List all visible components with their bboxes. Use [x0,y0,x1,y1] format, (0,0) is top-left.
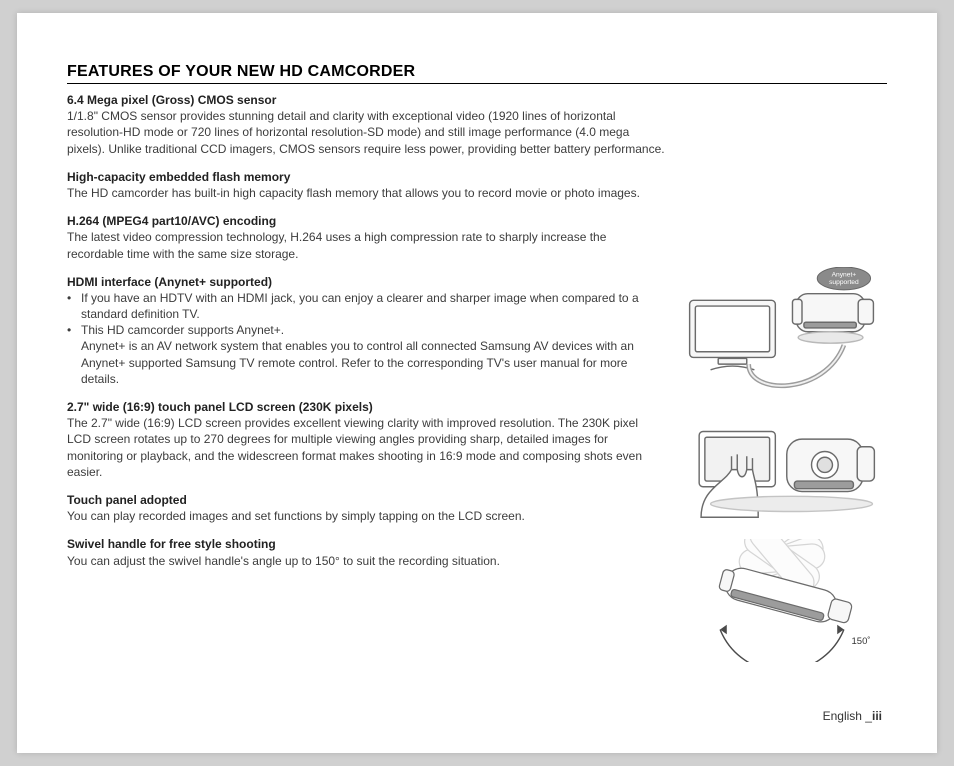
footer-lang: English [823,709,866,723]
section-head-lcd: 2.7" wide (16:9) touch panel LCD screen … [67,399,665,415]
section-head-flash: High-capacity embedded flash memory [67,169,665,185]
section-head-h264: H.264 (MPEG4 part10/AVC) encoding [67,213,665,229]
hdmi-bullet-2a: This HD camcorder supports Anynet+. [81,323,284,337]
section-body-h264: The latest video compression technology,… [67,229,665,261]
badge-line2: supported [829,279,859,286]
section-body-touch: You can play recorded images and set fun… [67,508,665,524]
section-body-flash: The HD camcorder has built-in high capac… [67,185,665,201]
text-column: 6.4 Mega pixel (Gross) CMOS sensor 1/1.8… [67,92,677,662]
footer-sep: _ [865,709,872,723]
section-head-hdmi: HDMI interface (Anynet+ supported) [67,274,665,290]
section-head-touch: Touch panel adopted [67,492,665,508]
section-body-swivel: You can adjust the swivel handle's angle… [67,553,665,569]
touch-lcd-illustration [682,422,882,527]
swivel-handle-illustration: 150˚ [682,539,882,663]
badge-line1: Anynet+ [832,272,857,279]
section-head-cmos: 6.4 Mega pixel (Gross) CMOS sensor [67,92,665,108]
page-title: FEATURES OF YOUR NEW HD CAMCORDER [67,63,887,84]
section-body-lcd: The 2.7" wide (16:9) LCD screen provides… [67,415,665,480]
hdmi-bullet-2: This HD camcorder supports Anynet+. Anyn… [67,322,665,387]
section-body-cmos: 1/1.8" CMOS sensor provides stunning det… [67,108,665,157]
footer-page-number: iii [872,709,882,723]
illustration-column: Anynet+ supported [677,92,887,662]
section-head-swivel: Swivel handle for free style shooting [67,536,665,552]
content-row: 6.4 Mega pixel (Gross) CMOS sensor 1/1.8… [67,92,887,662]
hdmi-bullet-2b: Anynet+ is an AV network system that ena… [81,339,634,385]
page-footer: English _iii [823,709,882,723]
hdmi-bullet-1: If you have an HDTV with an HDMI jack, y… [67,290,665,322]
swivel-angle-label: 150˚ [852,635,871,646]
anynet-badge-icon: Anynet+ supported [817,267,870,290]
manual-page: FEATURES OF YOUR NEW HD CAMCORDER 6.4 Me… [17,13,937,753]
hdmi-tv-illustration: Anynet+ supported [682,267,882,410]
hdmi-bullet-list: If you have an HDTV with an HDMI jack, y… [67,290,665,387]
